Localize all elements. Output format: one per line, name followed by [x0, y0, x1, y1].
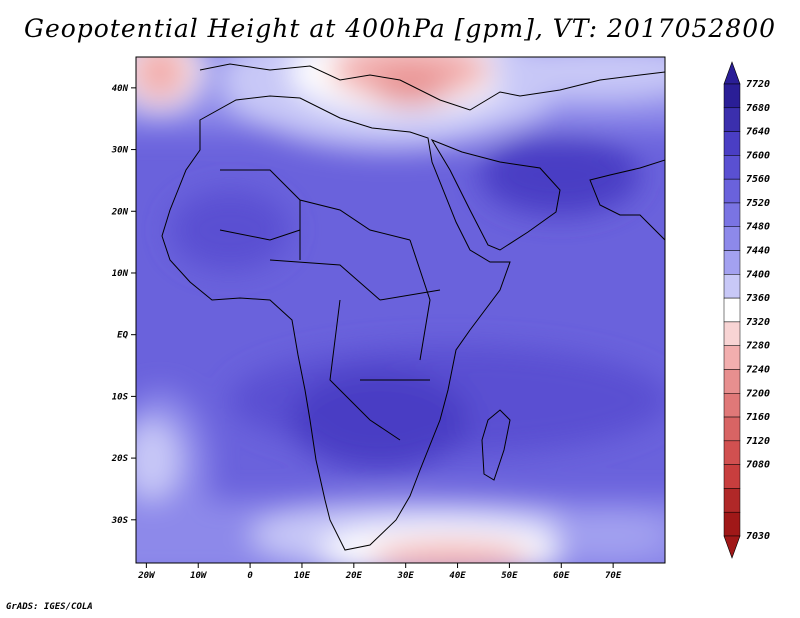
colorbar-swatch — [723, 416, 741, 442]
colorbar-label: 7720 — [746, 79, 770, 90]
colorbar-swatch — [723, 369, 741, 394]
colorbar-label: 7520 — [746, 198, 770, 209]
colorbar-swatch — [723, 464, 741, 489]
colorbar-swatch — [723, 107, 741, 132]
lat-tick-label: 30S — [111, 516, 129, 526]
lon-tick-label: 30E — [397, 571, 415, 581]
lat-tick-label: 40N — [112, 84, 129, 94]
colorbar: 7720 7680 7640 7600 7560 7520 7480 7440 7400 7360… — [723, 61, 770, 559]
colorbar-label: 7030 — [746, 531, 770, 542]
lon-tick-label: 20W — [137, 571, 156, 581]
longitude-axis: 20W 10W 0 10E 20E 30E 40E 50E 60E 70E — [137, 563, 622, 581]
colorbar-label: 7640 — [746, 127, 770, 138]
colorbar-label: 7120 — [746, 436, 770, 447]
europe-coastline — [199, 63, 665, 111]
colorbar-label: 7200 — [746, 388, 770, 399]
lat-tick-label: 10N — [112, 269, 129, 279]
colorbar-swatch — [723, 297, 741, 323]
colorbar-min-arrow — [723, 535, 741, 559]
colorbar-max-arrow — [723, 61, 741, 85]
lat-tick-label: EQ — [117, 331, 128, 341]
colorbar-label: 7240 — [746, 364, 770, 375]
colorbar-swatch — [723, 345, 741, 370]
colorbar-swatch — [723, 488, 741, 513]
colorbar-swatch — [723, 131, 741, 156]
colorbar-label: 7400 — [746, 269, 770, 280]
colorbar-label: 7680 — [746, 103, 770, 114]
lon-tick-label: 20E — [345, 571, 363, 581]
africa-coastline — [161, 95, 511, 551]
colorbar-label: 7280 — [746, 341, 770, 352]
lat-tick-label: 20N — [111, 207, 129, 217]
madagascar-coastline — [481, 409, 511, 481]
plot-frame — [135, 56, 666, 564]
colorbar-swatch — [723, 155, 741, 180]
colorbar-swatch — [723, 250, 741, 275]
colorbar-swatch — [723, 83, 741, 109]
colorbar-swatch — [723, 511, 741, 537]
arabian-coastline — [430, 138, 561, 251]
colorbar-label: 7160 — [746, 412, 770, 423]
coastlines — [161, 63, 665, 551]
colorbar-label: 7320 — [746, 317, 770, 328]
height-field — [136, 57, 665, 563]
map-title: Geopotential Height at 400hPa [gpm], VT:… — [23, 14, 777, 43]
colorbar-swatch — [723, 226, 741, 251]
lon-tick-label: 50E — [501, 571, 518, 581]
lon-tick-label: 70E — [605, 571, 622, 581]
country-borders — [219, 169, 441, 441]
lat-tick-label: 20S — [111, 454, 129, 464]
colorbar-swatch — [723, 202, 741, 227]
lat-tick-label: 10S — [112, 392, 129, 402]
colorbar-label: 7480 — [746, 222, 770, 233]
latitude-axis: 40N 30N 20N 10N EQ 10S 20S 30S — [111, 84, 136, 526]
colorbar-label: 7360 — [746, 293, 770, 304]
colorbar-swatch — [723, 393, 741, 418]
lon-tick-label: 10E — [294, 571, 311, 581]
colorbar-label: 7080 — [746, 460, 770, 471]
colorbar-label: 7440 — [746, 246, 770, 257]
lon-tick-label: 60E — [553, 571, 570, 581]
colorbar-swatch — [723, 274, 741, 299]
lon-tick-label: 10W — [190, 571, 208, 581]
grads-credit: GrADS: IGES/COLA — [6, 602, 93, 612]
colorbar-label: 7560 — [746, 174, 770, 185]
colorbar-swatch — [723, 321, 741, 346]
colorbar-swatch — [723, 178, 741, 204]
colorbar-swatch — [723, 440, 741, 465]
india-coastline — [589, 159, 665, 241]
lon-tick-label: 40E — [449, 571, 466, 581]
lon-tick-label: 0 — [247, 571, 253, 581]
lat-tick-label: 30N — [111, 146, 129, 156]
colorbar-label: 7600 — [746, 150, 770, 161]
